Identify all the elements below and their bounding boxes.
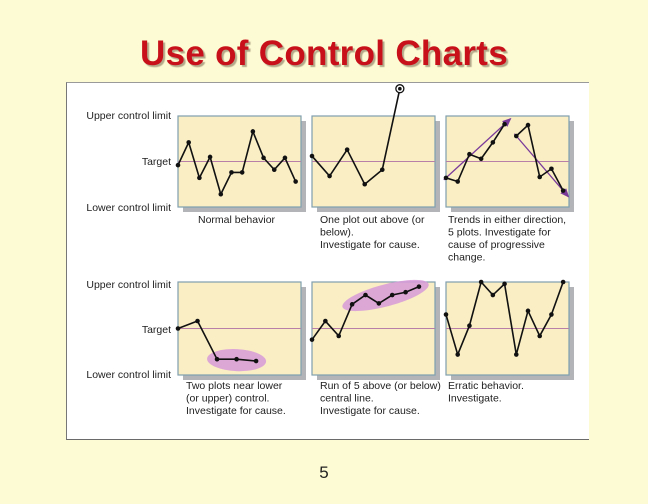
- data-point: [186, 140, 191, 145]
- data-point: [253, 358, 259, 364]
- data-point: [443, 175, 449, 181]
- data-point: [549, 166, 554, 172]
- panel-caption: Two plots near lower: [186, 380, 283, 392]
- panel-caption: Run of 5 above (or below): [320, 380, 441, 392]
- series-line: [177, 128, 297, 197]
- data-point: [362, 181, 368, 187]
- highlight-ellipse: [342, 279, 429, 312]
- axis-label-upper: Upper control limit: [86, 279, 171, 291]
- control-charts-svg: Upper control limit Target Lower control l…: [86, 84, 574, 417]
- data-point: [282, 155, 288, 161]
- data-point: [309, 337, 315, 342]
- data-point: [376, 301, 382, 306]
- data-point: [197, 175, 202, 181]
- data-point: [525, 122, 531, 128]
- data-point: [560, 188, 566, 193]
- data-point: [234, 356, 239, 362]
- data-point: [336, 333, 342, 339]
- panel-caption: Investigate.: [448, 393, 502, 405]
- axis-label-upper: Upper control limit: [86, 110, 171, 122]
- data-point: [344, 147, 350, 152]
- data-point: [525, 308, 531, 314]
- data-point: [490, 140, 496, 145]
- data-point: [478, 156, 484, 162]
- control-charts-figure: Upper control limit Target Lower control l…: [66, 82, 589, 440]
- data-point: [513, 352, 519, 357]
- panel-caption: 5 plots. Investigate for: [448, 227, 551, 239]
- panel-caption: central line.: [320, 393, 374, 405]
- data-point: [218, 191, 224, 197]
- data-point: [250, 129, 256, 134]
- data-point: [502, 281, 507, 287]
- data-point: [239, 170, 245, 175]
- data-point: [175, 326, 181, 331]
- data-point: [229, 170, 234, 175]
- slide-title: Use of Control Charts: [140, 34, 508, 73]
- panel-caption: cause of progressive: [448, 239, 545, 251]
- trend-arrow: [443, 117, 512, 181]
- data-point: [549, 312, 554, 317]
- page-number: 5: [319, 463, 329, 482]
- panel-caption: Erratic behavior.: [448, 380, 524, 392]
- axis-label-lower: Lower control limit: [86, 202, 171, 214]
- data-point: [349, 302, 355, 307]
- trend-arrow: [513, 133, 570, 198]
- data-point: [363, 292, 368, 298]
- axis-label-lower: Lower control limit: [86, 369, 171, 381]
- data-point: [403, 289, 408, 295]
- data-point: [502, 121, 507, 127]
- data-point: [490, 292, 496, 298]
- data-point: [537, 174, 543, 180]
- panel-caption: change.: [448, 252, 485, 264]
- panel-caption: below).: [320, 227, 354, 239]
- data-point: [323, 318, 328, 324]
- panel-caption: (or upper) control.: [186, 393, 269, 405]
- panel-caption: Trends in either direction,: [448, 214, 566, 226]
- data-point: [455, 352, 461, 357]
- panel-caption: Investigate for cause.: [320, 405, 420, 417]
- data-point: [207, 154, 213, 160]
- data-point: [478, 279, 484, 285]
- data-point: [261, 155, 266, 161]
- data-point: [327, 173, 332, 179]
- panel-caption: Investigate for cause.: [320, 239, 420, 251]
- data-point: [537, 333, 543, 339]
- series-line: [311, 88, 401, 186]
- out-of-control-point: [398, 86, 402, 91]
- panel-caption: One plot out above (or: [320, 214, 425, 226]
- axis-label-target: Target: [142, 324, 171, 336]
- axis-label-target: Target: [142, 156, 171, 168]
- data-point: [271, 167, 277, 172]
- data-point: [175, 162, 181, 168]
- data-point: [293, 179, 298, 184]
- data-point: [455, 179, 461, 184]
- data-point: [389, 292, 395, 298]
- panel-caption: Investigate for cause.: [186, 405, 286, 417]
- data-point: [214, 356, 220, 362]
- data-point: [513, 133, 519, 139]
- data-point: [560, 279, 566, 285]
- data-point: [379, 167, 385, 172]
- data-point: [416, 284, 422, 289]
- panel-caption: Normal behavior: [198, 214, 276, 226]
- data-point: [467, 151, 472, 157]
- data-point: [467, 323, 472, 329]
- data-point: [443, 312, 449, 317]
- data-point: [195, 318, 200, 324]
- data-point: [309, 153, 315, 159]
